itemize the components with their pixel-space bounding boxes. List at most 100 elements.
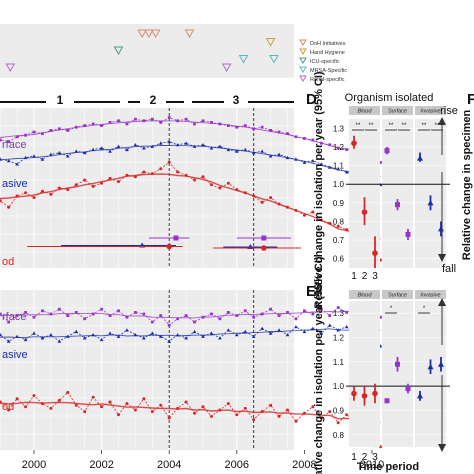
x-tick-label: 2004 <box>157 459 181 471</box>
invasive-point <box>116 334 121 338</box>
surface-point <box>336 306 340 309</box>
surface-point <box>150 320 154 324</box>
surface-point <box>345 148 349 151</box>
surface-point <box>32 315 36 319</box>
invasive-point <box>319 331 324 335</box>
y-tick-label: 1.1 <box>333 162 345 171</box>
legend-marker-2 <box>299 48 307 55</box>
blood-point <box>117 180 120 184</box>
surface-point <box>226 124 230 127</box>
blood-point <box>159 167 163 171</box>
surface-point <box>269 307 272 311</box>
x-tick-label: 2002 <box>89 459 113 471</box>
surface-point <box>91 122 95 126</box>
invasive-point <box>218 336 222 340</box>
invasive-point <box>277 152 281 156</box>
surface-point <box>0 312 2 316</box>
surface-point <box>66 129 70 132</box>
invasive-point <box>23 337 28 342</box>
surface-point <box>311 312 315 316</box>
panel-f-letter: F <box>467 91 474 108</box>
bottom-label-blood: od <box>2 401 14 413</box>
invasive-point <box>184 336 188 340</box>
blood-point <box>24 405 28 409</box>
y-tick-label: 1.2 <box>333 143 345 152</box>
top-timeseries-panel: rface asive od <box>0 108 383 268</box>
invasive-point <box>125 147 129 152</box>
blood-point <box>74 183 78 187</box>
surface-point <box>167 116 171 119</box>
surface-point <box>150 117 154 121</box>
surface-point <box>0 138 2 142</box>
panel-e-fall-arrowhead <box>438 444 446 452</box>
invasive-point <box>15 162 19 166</box>
period-tick-label: 2 <box>362 271 368 282</box>
x-tick-label: 2006 <box>225 459 249 471</box>
invasive-point <box>74 329 79 334</box>
period-2-label: 2 <box>150 93 157 107</box>
blood-point <box>184 400 188 404</box>
blood-point <box>201 175 205 179</box>
blood-point <box>269 196 273 200</box>
facet-panel-surface <box>382 119 413 268</box>
blood-point <box>133 408 137 412</box>
blood-period-2-point <box>361 209 368 215</box>
facet-strip-blood <box>349 290 380 299</box>
legend-label-2: Hand Hygiene <box>310 50 345 56</box>
interventions-legend: DoH Initiatives Hand Hygiene ICU-specific M… <box>0 24 347 83</box>
surface-point <box>260 125 264 129</box>
facet-strip-surface <box>382 290 413 299</box>
surface-point <box>379 161 382 164</box>
period-tick-label: 3 <box>372 271 378 282</box>
invasive-point <box>40 336 45 340</box>
panel-d-rise-label: rise <box>440 105 458 117</box>
top-label-invasive: asive <box>2 178 28 190</box>
blood-point <box>49 406 53 410</box>
invasive-point <box>311 159 315 163</box>
facet-panel-surface <box>382 301 413 447</box>
invasive-point <box>66 154 70 158</box>
invasive-point <box>201 143 205 147</box>
blood-point <box>32 394 36 398</box>
blood-point <box>167 160 171 164</box>
invasive-series-line <box>0 141 381 186</box>
significance-mark: ** <box>435 123 440 129</box>
period-tick-label: 3 <box>372 452 378 463</box>
estimate-point-3 <box>173 235 179 241</box>
invasive-point <box>108 149 112 153</box>
invasive-point <box>260 326 264 330</box>
panel-e: E Relative change in isolation per year … <box>306 256 450 474</box>
invasive-point <box>243 147 248 152</box>
surface-point <box>210 312 213 316</box>
panel-e-body: 1.3 1.2 1.1 1.0 0.9 0.8 1 2 3 * * <box>333 301 450 463</box>
surface-point <box>294 317 298 321</box>
blood-point <box>269 403 273 407</box>
surface-point <box>125 122 129 126</box>
legend-label-1: DoH Initiatives <box>310 41 346 47</box>
invasive-point <box>57 151 62 155</box>
invasive-point <box>49 152 53 156</box>
intervention-triangle-3 <box>150 29 161 39</box>
surface-point <box>210 121 213 124</box>
blood-point <box>150 410 154 414</box>
surface-period-2-point <box>395 361 400 367</box>
intervention-triangle-9 <box>5 63 16 73</box>
blood-point <box>108 176 112 180</box>
panel-f-ylabel: Relative change in specimen <box>461 110 473 261</box>
surface-period-1-point <box>384 398 390 404</box>
invasive-period-2-point <box>427 363 434 370</box>
invasive-point <box>302 160 307 164</box>
blood-point <box>336 421 340 425</box>
surface-point <box>252 315 256 319</box>
estimate-point-6 <box>261 245 267 251</box>
surface-point <box>167 323 171 327</box>
y-tick-label: 0.9 <box>333 199 345 208</box>
intervention-triangle-10 <box>221 63 232 73</box>
y-tick-label: 1.1 <box>333 358 345 367</box>
blood-point <box>0 199 2 203</box>
panel-e-xlabel: Time period <box>357 461 419 473</box>
invasive-point <box>6 159 11 163</box>
invasive-period-2-point <box>427 199 434 206</box>
y-tick-label: 1.0 <box>333 382 345 391</box>
invasive-point <box>99 146 104 150</box>
